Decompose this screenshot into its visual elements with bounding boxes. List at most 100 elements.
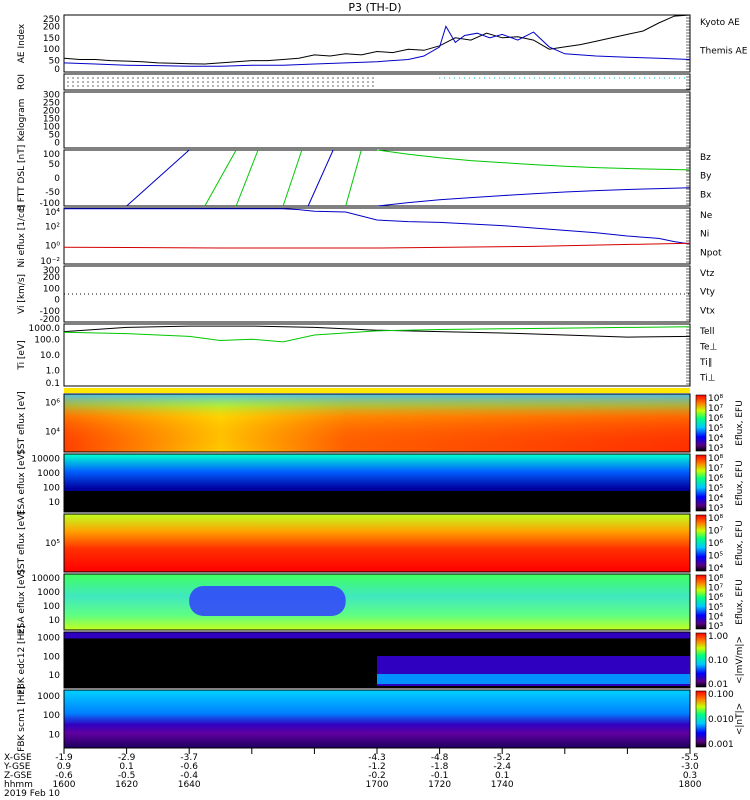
roi-dot: [152, 85, 154, 87]
roi-dot: [449, 77, 451, 79]
roi-dot: [187, 85, 189, 87]
roi-dot: [162, 81, 164, 83]
y-tick-label: 10⁰: [45, 241, 60, 251]
roi-dot: [172, 81, 174, 83]
colorbar-tick-label: 10³: [708, 504, 723, 514]
y-tick-label: 100: [43, 284, 60, 294]
roi-dot: [534, 77, 536, 79]
colorbar: [695, 574, 707, 630]
roi-dot: [247, 81, 249, 83]
colorbar-tick-label: 10⁷: [708, 404, 723, 414]
roi-dot: [127, 81, 129, 83]
roi-dot: [459, 77, 461, 79]
spectrogram-esa2: [64, 574, 690, 630]
roi-dot: [222, 81, 224, 83]
x-tick-label: -5.5: [681, 753, 699, 763]
roi-dot: [287, 77, 289, 79]
roi-dot: [307, 85, 309, 87]
y-tick-label: -50: [45, 188, 60, 198]
roi-dot: [454, 77, 456, 79]
roi-dot: [689, 77, 691, 79]
roi-dot: [267, 81, 269, 83]
x-tick-label: 1620: [115, 780, 138, 790]
y-tick-label: 100: [43, 150, 60, 160]
y-tick-label: -100: [40, 199, 61, 209]
roi-dot: [664, 77, 666, 79]
roi-dot: [262, 77, 264, 79]
roi-dot: [117, 85, 119, 87]
roi-dot: [519, 77, 521, 79]
roi-dot: [257, 85, 259, 87]
x-tick-label: -0.4: [180, 771, 198, 781]
roi-dot: [207, 85, 209, 87]
x-tick-label: -1.8: [431, 762, 449, 772]
roi-dot: [302, 85, 304, 87]
roi-dot: [257, 77, 259, 79]
legend-vty: Vty: [700, 288, 716, 298]
roi-dot: [242, 77, 244, 79]
y-axis-label: SST eflux [eV]: [17, 391, 27, 455]
x-tick-label: -2.4: [493, 762, 511, 772]
y-tick-label: 1000: [37, 634, 60, 644]
date-label: 2019 Feb 10: [4, 789, 60, 799]
b-field-segment: [204, 149, 237, 207]
roi-dot: [122, 81, 124, 83]
roi-dot: [529, 77, 531, 79]
roi-dot: [464, 77, 466, 79]
colorbar-tick-label: 10⁸: [708, 394, 723, 404]
roi-dot: [317, 85, 319, 87]
series-themisae: [63, 14, 691, 65]
roi-dot: [72, 85, 74, 87]
roi-dot: [222, 85, 224, 87]
y-tick-label: 150: [43, 114, 60, 124]
x-tick-label: 1720: [428, 780, 451, 790]
roi-dot: [202, 81, 204, 83]
roi-dot: [132, 81, 134, 83]
x-row-label: Y-GSE: [3, 762, 31, 772]
roi-dot: [292, 81, 294, 83]
roi-dot: [684, 77, 686, 79]
roi-dot: [252, 85, 254, 87]
roi-dot: [267, 77, 269, 79]
roi-dot: [342, 77, 344, 79]
series-bx: [376, 187, 691, 207]
roi-dot: [367, 85, 369, 87]
series-ne: [63, 242, 691, 249]
spectrogram-overlay: [64, 394, 690, 452]
roi-dot: [187, 77, 189, 79]
roi-dot: [177, 77, 179, 79]
series-tell: [63, 325, 691, 338]
legend-themisae: Themis AE: [699, 47, 748, 57]
y-axis-label: FBK scm1 [Hz]: [17, 686, 27, 752]
y-axis-label: Ni eflux [1/cc]: [17, 205, 27, 268]
x-tick-label: 1700: [366, 780, 389, 790]
roi-dot: [342, 85, 344, 87]
roi-dot: [162, 85, 164, 87]
roi-dot: [207, 77, 209, 79]
roi-dot: [584, 77, 586, 79]
roi-dot: [232, 85, 234, 87]
roi-dot: [87, 77, 89, 79]
roi-dot: [92, 81, 94, 83]
roi-dot: [674, 77, 676, 79]
roi-dot: [67, 81, 69, 83]
x-tick-label: 0.1: [495, 771, 509, 781]
series-kyotoae: [63, 25, 691, 67]
y-tick-label: 0.1: [46, 379, 60, 389]
colorbar: [695, 454, 707, 512]
b-field-segment: [235, 149, 259, 207]
b-field-segment: [345, 149, 362, 207]
legend-vtz: Vtz: [700, 269, 715, 279]
b-field-segment: [126, 149, 190, 207]
roi-dot: [362, 77, 364, 79]
y-tick-label: 250: [43, 98, 60, 108]
y-tick-label: 1000: [37, 692, 60, 702]
yellow-band: [64, 388, 690, 393]
x-tick-label: 0.1: [119, 762, 133, 772]
x-tick-label: 1740: [491, 780, 514, 790]
plot-title: P3 (TH-D): [348, 1, 401, 14]
roi-dot: [217, 81, 219, 83]
roi-dot: [332, 77, 334, 79]
x-tick-label: -0.2: [368, 771, 386, 781]
colorbar: [695, 394, 707, 452]
